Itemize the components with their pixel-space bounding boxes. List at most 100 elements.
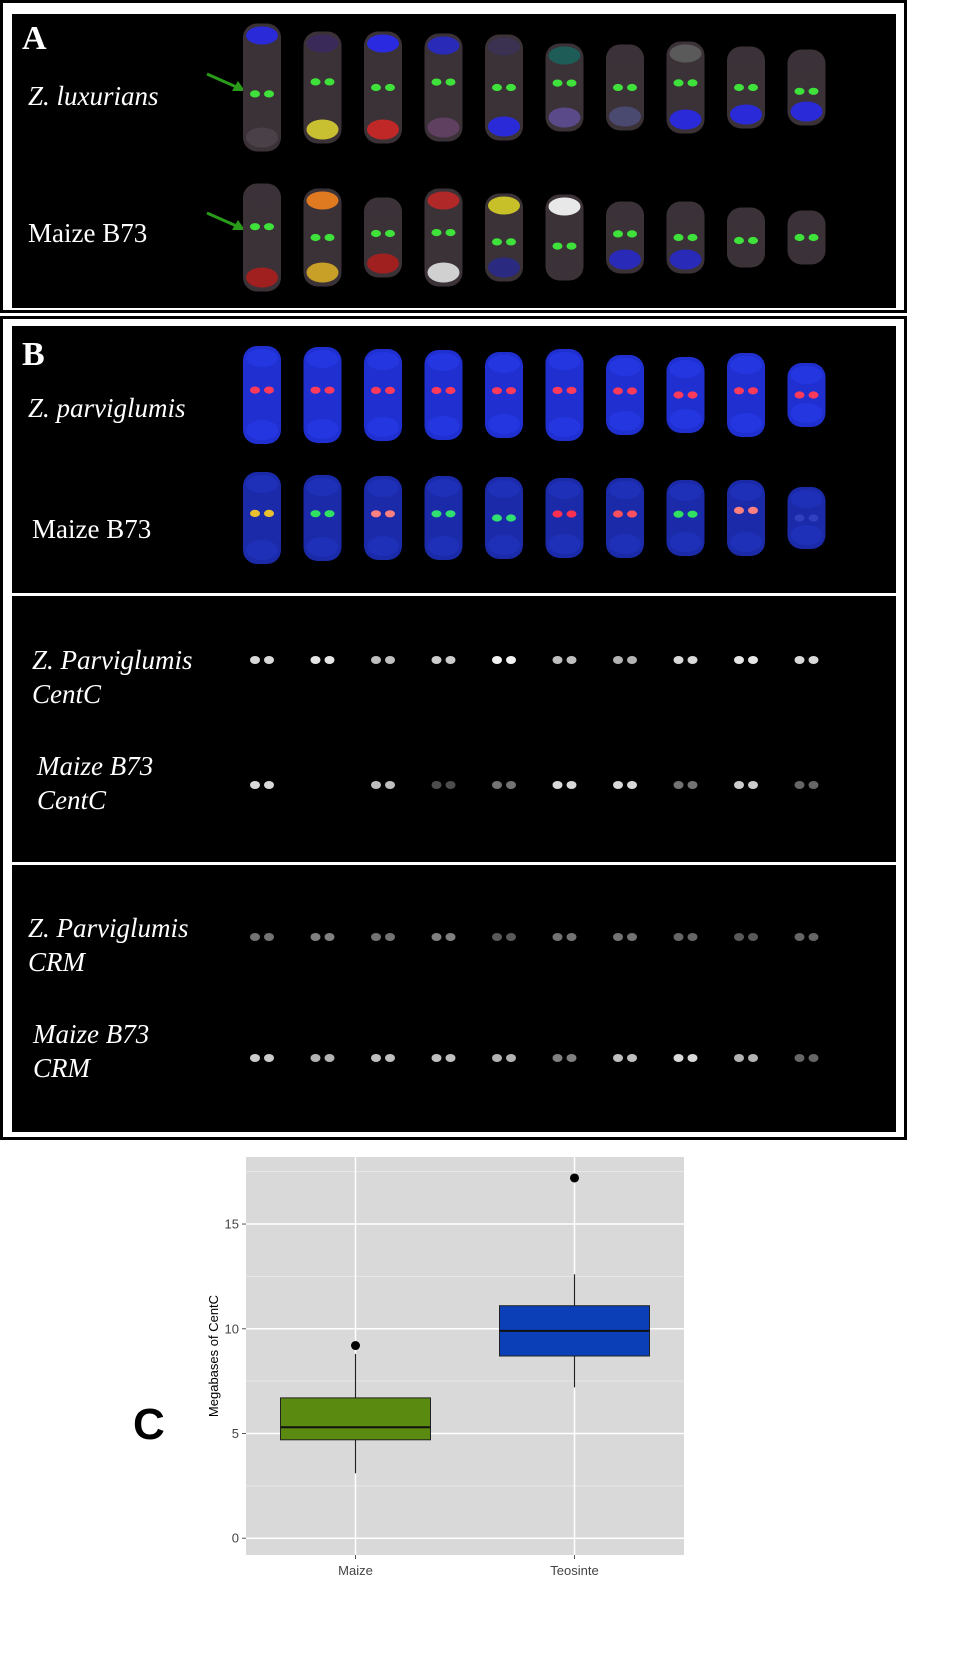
panel-a-row1-chromosome [364, 31, 402, 144]
y-tick-label: 10 [225, 1321, 239, 1336]
centc-row1-label-line2: CentC [32, 678, 102, 709]
panel-a-row1-chromosome [606, 44, 644, 131]
centc-row1-signal [794, 656, 819, 664]
panel-b-letter: B [22, 336, 45, 373]
centc-row2-signal [492, 781, 516, 789]
outlier-point [351, 1341, 360, 1351]
centc-row2-signal [431, 781, 456, 789]
centc-row1-signal [310, 656, 335, 664]
centc-row1-signal [250, 656, 274, 664]
crm-row2-signal [310, 1054, 335, 1062]
panel-b-row1-chromosome [364, 349, 402, 441]
panel-a-row2-chromosome [243, 183, 281, 292]
panel-b-row1-chromosome [303, 347, 342, 443]
centc-signal-row2 [240, 770, 890, 800]
panel-c-letter: C [133, 1400, 165, 1449]
y-axis-title: Megabases of CentC [206, 1295, 221, 1417]
panel-a-karyotype-row1 [240, 20, 890, 155]
panel-b-row1-chromosome [606, 355, 644, 435]
crm-row2-signal [673, 1054, 698, 1062]
panel-a-row2-chromosome [303, 188, 342, 287]
centc-row1-signal [613, 656, 637, 664]
centc-row1-signal [552, 656, 577, 664]
panel-b-row2-chromosome [424, 476, 463, 560]
centc-row1-label: Z. Parviglumis CentC [32, 644, 193, 712]
centc-row2-signal [552, 781, 577, 789]
panel-a-row2-chromosome [606, 201, 644, 274]
centc-row2-label-line2: CentC [37, 784, 107, 815]
panel-a-row2-chromosome [787, 210, 826, 265]
box-teosinte [499, 1173, 650, 1388]
crm-row1-signal [552, 933, 577, 941]
crm-row1-signal [371, 933, 395, 941]
crm-row2-label-line2: CRM [33, 1052, 90, 1083]
panel-b-karyotype-row1 [240, 340, 890, 450]
crm-row2-signal [613, 1054, 637, 1062]
panel-a-row1-chromosome [787, 49, 826, 126]
panel-a-row2-chromosome [666, 201, 705, 274]
crm-row2-signal [431, 1054, 456, 1062]
crm-row1-signal [250, 933, 274, 941]
panel-b-divider-1 [9, 593, 897, 596]
panel-a-letter: A [22, 20, 47, 57]
panel-a-karyotype-row2 [240, 180, 890, 295]
panel-b-row2-label: Maize B73 [32, 514, 152, 544]
crm-row2-signal [552, 1054, 577, 1062]
crm-row1-signal [613, 933, 637, 941]
y-tick-label: 0 [232, 1531, 239, 1546]
panel-a-row2-chromosome [727, 207, 765, 268]
panel-b-row2-chromosome [666, 480, 705, 556]
crm-row2-signal [250, 1054, 274, 1062]
crm-row2-label-line1: Maize B73 [33, 1019, 150, 1049]
panel-b-row2-chromosome [787, 487, 826, 549]
x-tick-label: Maize [338, 1563, 373, 1578]
y-tick-label: 5 [232, 1426, 239, 1441]
centc-row2-signal [613, 781, 637, 789]
crm-row1-label-line1: Z. Parviglumis [28, 913, 189, 943]
panel-a-arrow-1 [206, 72, 245, 91]
crm-row2-signal [492, 1054, 516, 1062]
panel-a-row1-chromosome [666, 41, 705, 134]
centc-row2-label: Maize B73 CentC [37, 750, 153, 818]
box-maize [280, 1341, 431, 1474]
crm-row1-signal [794, 933, 819, 941]
centc-row1-label-line1: Z. Parviglumis [32, 645, 193, 675]
panel-a-row2-chromosome [424, 188, 463, 287]
crm-row2-signal [734, 1054, 758, 1062]
panel-b-row2-chromosome [727, 480, 765, 556]
centc-row2-signal [794, 781, 819, 789]
panel-b-row2-chromosome [364, 476, 402, 560]
crm-row1-signal [673, 933, 698, 941]
iqr-box [280, 1397, 431, 1441]
y-tick-label: 15 [225, 1217, 239, 1232]
panel-b-inner [10, 324, 898, 1134]
panel-a-row1-chromosome [424, 33, 463, 142]
panel-b-karyotype-row2 [240, 468, 890, 568]
crm-row1-label: Z. Parviglumis CRM [28, 912, 189, 980]
crm-row1-signal [310, 933, 335, 941]
panel-b-row1-chromosome [545, 349, 584, 441]
centc-signal-row1 [240, 645, 890, 675]
crm-row1-signal [734, 933, 758, 941]
panel-a-row1-chromosome [727, 46, 765, 129]
panel-b-row2-chromosome [243, 472, 281, 564]
panel-b-row2-chromosome [545, 478, 584, 558]
panel-a-arrow-2 [206, 211, 245, 230]
crm-row2-label: Maize B73 CRM [33, 1018, 149, 1086]
panel-a-row2-label: Maize B73 [28, 218, 148, 248]
panel-b-divider-2 [9, 862, 897, 865]
panel-a-row2-chromosome [485, 193, 523, 282]
crm-row2-signal [794, 1054, 819, 1062]
panel-b-frame [0, 316, 907, 1140]
crm-row2-signal [371, 1054, 395, 1062]
panel-b-row2-chromosome [303, 475, 342, 561]
panel-a-row1-chromosome [545, 43, 584, 132]
centc-row1-signal [673, 656, 698, 664]
panel-b-row1-label: Z. parviglumis [28, 393, 186, 423]
crm-row1-label-line2: CRM [28, 946, 85, 977]
centc-row2-signal [734, 781, 758, 789]
panel-b-row1-chromosome [485, 352, 523, 438]
centc-row1-signal [492, 656, 516, 664]
panel-b-row2-chromosome [485, 477, 523, 559]
panel-b-row2-chromosome [606, 478, 644, 558]
